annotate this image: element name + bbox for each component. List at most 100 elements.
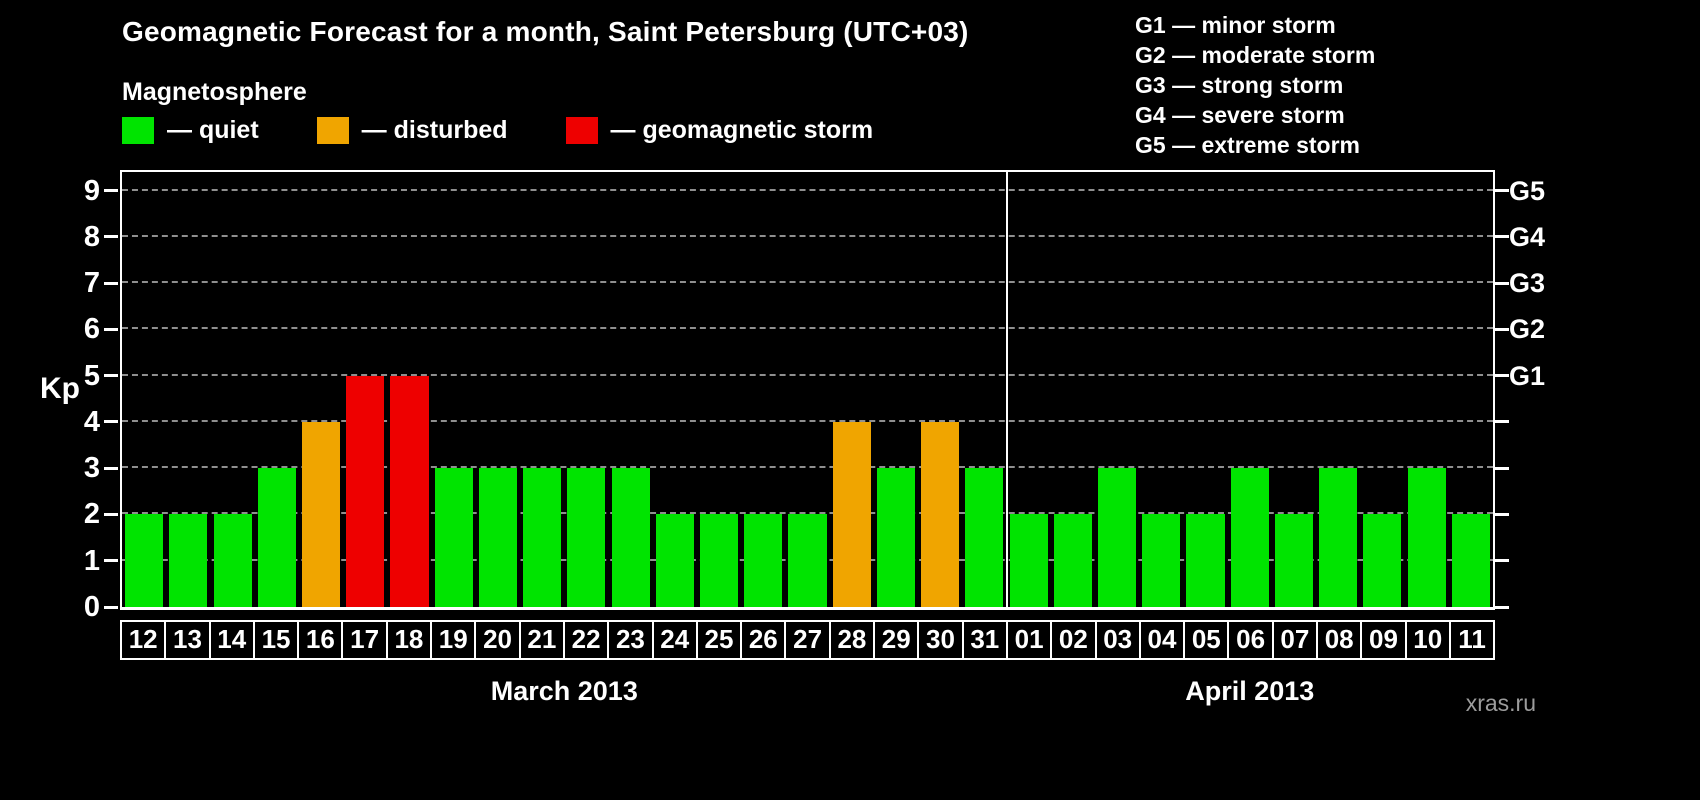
ytick-1: 1 <box>83 544 100 577</box>
ytick-4: 4 <box>83 405 100 438</box>
left-tick-6 <box>104 327 118 331</box>
bar-day-08 <box>1319 468 1358 607</box>
month-label-march-2013: March 2013 <box>490 676 638 706</box>
bar-day-30 <box>921 421 960 607</box>
legend-item-quiet: — quiet <box>122 116 259 145</box>
bar-day-22 <box>567 468 606 607</box>
right-tick-4 <box>1495 420 1509 424</box>
legend-item-disturbed: — disturbed <box>316 116 508 145</box>
ytick-5: 5 <box>83 359 100 392</box>
day-cell-02: 02 <box>1050 620 1097 660</box>
right-tick-1 <box>1495 559 1509 563</box>
magnetosphere-label: Magnetosphere <box>122 78 307 106</box>
ytick-2: 2 <box>83 498 100 531</box>
right-tick-5 <box>1495 374 1509 378</box>
left-tick-3 <box>104 466 118 470</box>
bar-day-01 <box>1009 514 1048 607</box>
bar-day-11 <box>1451 514 1490 607</box>
day-cell-22: 22 <box>562 620 610 660</box>
ytick-0: 0 <box>83 591 100 623</box>
left-tick-4 <box>104 420 118 424</box>
bar-day-19 <box>434 468 473 607</box>
bar-day-15 <box>257 468 296 607</box>
bar-day-13 <box>169 514 208 607</box>
gridline-kp-9 <box>122 188 1493 191</box>
day-cell-06: 06 <box>1227 620 1274 660</box>
day-cell-26: 26 <box>740 620 787 660</box>
bar-day-10 <box>1407 468 1446 607</box>
right-tick-6 <box>1495 327 1509 331</box>
gridline-kp-4 <box>122 419 1493 422</box>
gridline-kp-3 <box>122 466 1493 469</box>
day-cell-04: 04 <box>1138 620 1186 660</box>
day-cell-17: 17 <box>341 620 388 660</box>
bar-day-04 <box>1142 514 1181 607</box>
right-tick-7 <box>1495 281 1509 285</box>
day-cell-07: 07 <box>1271 620 1319 660</box>
day-cell-18: 18 <box>385 620 433 660</box>
day-axis-row: 12 13 14 15 16 17 18 19 20 21 22 23 24 25 26 27 28 29 30 31… <box>120 620 1496 660</box>
gridline-kp-7 <box>122 281 1493 284</box>
bar-day-26 <box>744 514 783 607</box>
gridline-kp-2 <box>122 512 1493 515</box>
legend-label-quiet: — quiet <box>167 116 259 144</box>
day-cell-11: 11 <box>1448 620 1496 660</box>
day-cell-19: 19 <box>430 620 477 660</box>
day-cell-30: 30 <box>917 620 964 660</box>
bar-day-02 <box>1053 514 1092 607</box>
gridline-kp-6 <box>122 327 1493 330</box>
bar-day-06 <box>1230 468 1269 607</box>
y-axis-title: Kp <box>40 372 80 405</box>
bar-day-23 <box>611 468 650 607</box>
day-cell-15: 15 <box>252 620 300 660</box>
g-scale-label-g2: G2 <box>1509 314 1546 345</box>
bar-day-16 <box>301 421 341 607</box>
left-tick-2 <box>104 512 118 516</box>
ytick-7: 7 <box>83 267 100 300</box>
ytick-9: 9 <box>83 174 100 207</box>
day-cell-05: 05 <box>1183 620 1230 660</box>
quiet-color-swatch <box>122 117 154 144</box>
left-tick-8 <box>104 235 118 239</box>
month-label-april-2013: April 2013 <box>1185 676 1315 706</box>
day-cell-23: 23 <box>607 620 654 660</box>
ytick-3: 3 <box>83 452 100 485</box>
day-cell-09: 09 <box>1360 620 1407 660</box>
plot-area <box>120 170 1495 610</box>
g-scale-label-g3: G3 <box>1509 268 1546 299</box>
right-tick-3 <box>1495 466 1509 470</box>
bar-day-27 <box>788 514 827 607</box>
bar-day-20 <box>478 468 517 607</box>
storm-color-swatch <box>565 117 598 144</box>
left-tick-5 <box>104 374 118 378</box>
ytick-6: 6 <box>83 313 100 346</box>
legend-item-storm: — geomagnetic storm <box>565 116 874 145</box>
g-legend-line-1: G1 — minor storm <box>1135 12 1336 38</box>
legend-label-storm: — geomagnetic storm <box>610 116 874 144</box>
bar-day-12 <box>125 514 164 607</box>
right-tick-0 <box>1495 605 1509 609</box>
day-cell-01: 01 <box>1005 620 1053 660</box>
bar-day-24 <box>655 514 694 607</box>
right-tick-2 <box>1495 512 1509 516</box>
legend-label-disturbed: — disturbed <box>361 116 508 144</box>
magnetosphere-legend: — quiet — disturbed — geomagnetic storm <box>122 116 873 145</box>
day-cell-31: 31 <box>961 620 1008 660</box>
right-tick-9 <box>1495 189 1509 192</box>
g-scale-label-g1: G1 <box>1509 360 1546 391</box>
bar-day-17 <box>346 375 385 607</box>
g-scale-legend: G1 — minor storm G2 — moderate storm G3 — … <box>1135 10 1375 160</box>
day-cell-10: 10 <box>1404 620 1451 660</box>
day-cell-28: 28 <box>828 620 876 660</box>
day-cell-03: 03 <box>1094 620 1141 660</box>
day-cell-12: 12 <box>120 620 167 660</box>
g-legend-line-3: G3 — strong storm <box>1135 72 1344 98</box>
day-cell-24: 24 <box>651 620 698 660</box>
bar-day-28 <box>832 421 871 607</box>
bar-day-14 <box>213 514 252 607</box>
bar-day-25 <box>699 514 739 607</box>
day-cell-20: 20 <box>474 620 521 660</box>
day-cell-16: 16 <box>297 620 344 660</box>
left-tick-1 <box>104 559 118 563</box>
